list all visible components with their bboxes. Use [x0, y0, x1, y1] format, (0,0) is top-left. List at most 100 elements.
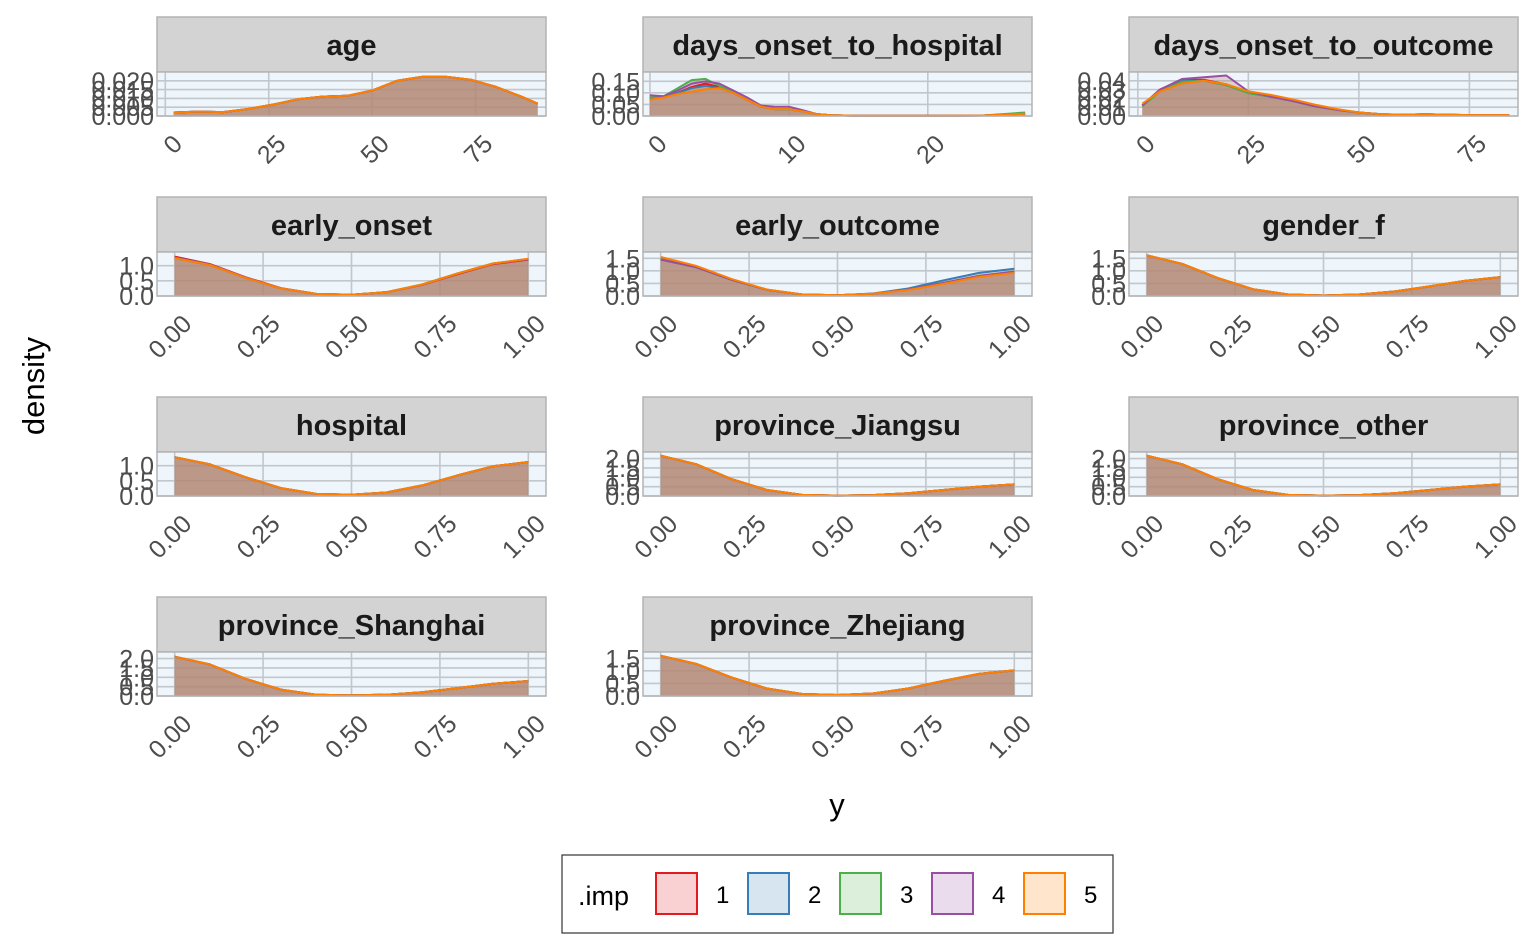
density-area-imp-2: [174, 258, 529, 296]
x-tick-label: 0.00: [1115, 310, 1169, 364]
y-tick-label: 0.015: [91, 77, 154, 105]
y-tick-label: 0.005: [91, 94, 154, 122]
density-area-imp-4: [174, 457, 529, 496]
y-tick-label: 0.010: [91, 85, 154, 113]
y-tick-label: 1.5: [605, 245, 640, 273]
panel-border: [642, 251, 1033, 297]
x-axis-title: y: [829, 787, 845, 822]
y-tick-label: 0.0: [1091, 483, 1126, 511]
panel-early-onset: early_onset 0.00.51.0 0.00 0.25 0.50 0.75 1.00: [119, 196, 551, 364]
y-tick-label: 1.5: [1091, 245, 1126, 273]
y-tick-label: 0.5: [605, 670, 640, 698]
legend-key: [839, 872, 882, 915]
density-area-imp-4: [660, 455, 1015, 496]
legend-label: 4: [992, 882, 1005, 909]
density-area-imp-3: [174, 258, 529, 296]
density-area-imp-2: [1146, 255, 1501, 296]
x-tick-label: 0.75: [408, 310, 462, 364]
density-area-imp-1: [174, 656, 529, 696]
legend-item-2: 2: [747, 872, 821, 915]
density-area-imp-5: [1142, 80, 1510, 116]
strip-label: early_outcome: [735, 210, 940, 242]
strip-hospital: [156, 396, 547, 453]
density-line-imp-5: [660, 256, 1015, 297]
y-tick-label: 1.0: [1091, 258, 1126, 286]
x-tick-label: 0: [643, 130, 673, 160]
strip-label: gender_f: [1262, 210, 1385, 242]
x-tick-label: 0.50: [1292, 310, 1346, 364]
x-tick-label: 0.25: [1204, 310, 1258, 364]
x-tick-label: 0.25: [1204, 510, 1258, 564]
panel-border: [642, 71, 1033, 117]
x-tick-label: 0.75: [1380, 510, 1434, 564]
density-area-imp-4: [1142, 75, 1510, 116]
panel-border: [1128, 71, 1519, 117]
strip-province-other: [1128, 396, 1519, 453]
density-area-imp-2: [174, 457, 529, 496]
strip-province-shanghai: [156, 596, 547, 653]
x-tick-label: 0.50: [806, 710, 860, 764]
x-tick-label: 0.50: [320, 510, 374, 564]
x-tick-label: 50: [355, 130, 394, 169]
y-tick-label: 0.0: [119, 283, 154, 311]
density-area-imp-5: [1146, 255, 1501, 296]
density-area-imp-2: [1146, 455, 1501, 496]
strip-label: hospital: [296, 410, 407, 442]
y-tick-label: 2.0: [1091, 446, 1126, 474]
density-area-imp-2: [660, 455, 1015, 496]
x-tick-label: 1.00: [497, 510, 551, 564]
density-area-imp-4: [1146, 455, 1501, 496]
y-tick-label: 0.5: [605, 474, 640, 502]
y-tick-label: 1.0: [119, 664, 154, 692]
x-tick-label: 1.00: [1469, 510, 1523, 564]
x-tick-label: 0.50: [806, 310, 860, 364]
strip-label: province_Zhejiang: [709, 610, 965, 642]
x-tick-label: 0: [158, 130, 188, 160]
strip-label: province_other: [1219, 410, 1429, 442]
density-area-imp-5: [660, 655, 1015, 696]
panel-border: [1128, 451, 1519, 497]
y-tick-label: 2.0: [119, 646, 154, 674]
density-area-imp-2: [174, 656, 529, 696]
strip-age: [156, 16, 547, 73]
density-line-imp-5: [174, 257, 529, 296]
y-tick-label: 0.03: [1077, 77, 1126, 105]
density-area-imp-1: [1146, 255, 1501, 296]
panel-gender-f: gender_f 0.00.51.01.5 0.00 0.25 0.50 0.75 1.00: [1091, 196, 1523, 364]
x-tick-label: 25: [1232, 130, 1271, 169]
density-area-imp-2: [649, 85, 1026, 116]
legend-item-3: 3: [839, 872, 913, 915]
strip-label: age: [327, 30, 377, 62]
x-tick-label: 1.00: [497, 710, 551, 764]
panel-province-shanghai: province_Shanghai 0.00.51.01.52.0 0.00 0.25…: [119, 596, 551, 764]
x-tick-label: 0.00: [1115, 510, 1169, 564]
legend-label: 2: [808, 882, 821, 909]
x-tick-label: 1.00: [983, 710, 1037, 764]
x-tick-label: 75: [459, 130, 498, 169]
y-tick-label: 0.5: [119, 674, 154, 702]
y-tick-label: 0.5: [119, 468, 154, 496]
y-tick-label: 0.000: [91, 103, 154, 131]
strip-label: days_onset_to_hospital: [672, 30, 1002, 62]
density-line-imp-5: [174, 456, 529, 496]
x-tick-label: 0.75: [894, 710, 948, 764]
y-tick-label: 1.0: [119, 253, 154, 281]
y-axis-title: density: [16, 336, 51, 435]
panel-border: [156, 71, 547, 117]
strip-label: province_Jiangsu: [714, 410, 961, 442]
density-area-imp-3: [1146, 455, 1501, 496]
y-tick-label: 0.04: [1077, 68, 1126, 96]
y-tick-label: 1.5: [1091, 455, 1126, 483]
legend-item-5: 5: [1023, 872, 1097, 915]
y-tick-label: 0.10: [591, 80, 640, 108]
y-tick-label: 1.5: [605, 455, 640, 483]
x-tick-label: 0.75: [894, 510, 948, 564]
panel-border: [642, 651, 1033, 697]
strip-label: days_onset_to_outcome: [1153, 30, 1493, 62]
y-tick-label: 0.5: [119, 268, 154, 296]
legend-item-1: 1: [655, 872, 729, 915]
x-tick-label: 0.00: [143, 710, 197, 764]
y-tick-label: 0.00: [591, 103, 640, 131]
